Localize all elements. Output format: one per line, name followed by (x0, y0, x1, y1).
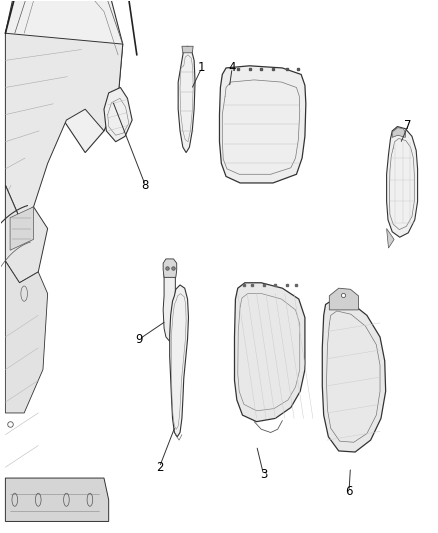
Polygon shape (182, 46, 193, 53)
Text: 3: 3 (260, 469, 267, 481)
Text: 1: 1 (198, 61, 205, 75)
Polygon shape (178, 46, 195, 152)
Polygon shape (387, 229, 394, 248)
Polygon shape (10, 207, 34, 250)
Polygon shape (104, 87, 132, 142)
Polygon shape (5, 33, 123, 217)
Polygon shape (163, 268, 175, 342)
Text: 6: 6 (345, 484, 353, 498)
Polygon shape (392, 127, 406, 138)
Polygon shape (5, 0, 123, 152)
Polygon shape (329, 288, 358, 310)
Text: 2: 2 (155, 461, 163, 474)
Polygon shape (5, 261, 48, 413)
Polygon shape (163, 259, 177, 277)
Text: 9: 9 (135, 333, 143, 346)
Text: 4: 4 (228, 61, 236, 75)
Polygon shape (5, 478, 109, 521)
Text: 7: 7 (404, 119, 412, 132)
Polygon shape (322, 299, 386, 452)
Polygon shape (387, 126, 417, 237)
Text: 8: 8 (141, 179, 149, 192)
Polygon shape (5, 185, 48, 283)
Polygon shape (234, 283, 305, 422)
Polygon shape (170, 285, 188, 437)
Polygon shape (219, 66, 306, 183)
